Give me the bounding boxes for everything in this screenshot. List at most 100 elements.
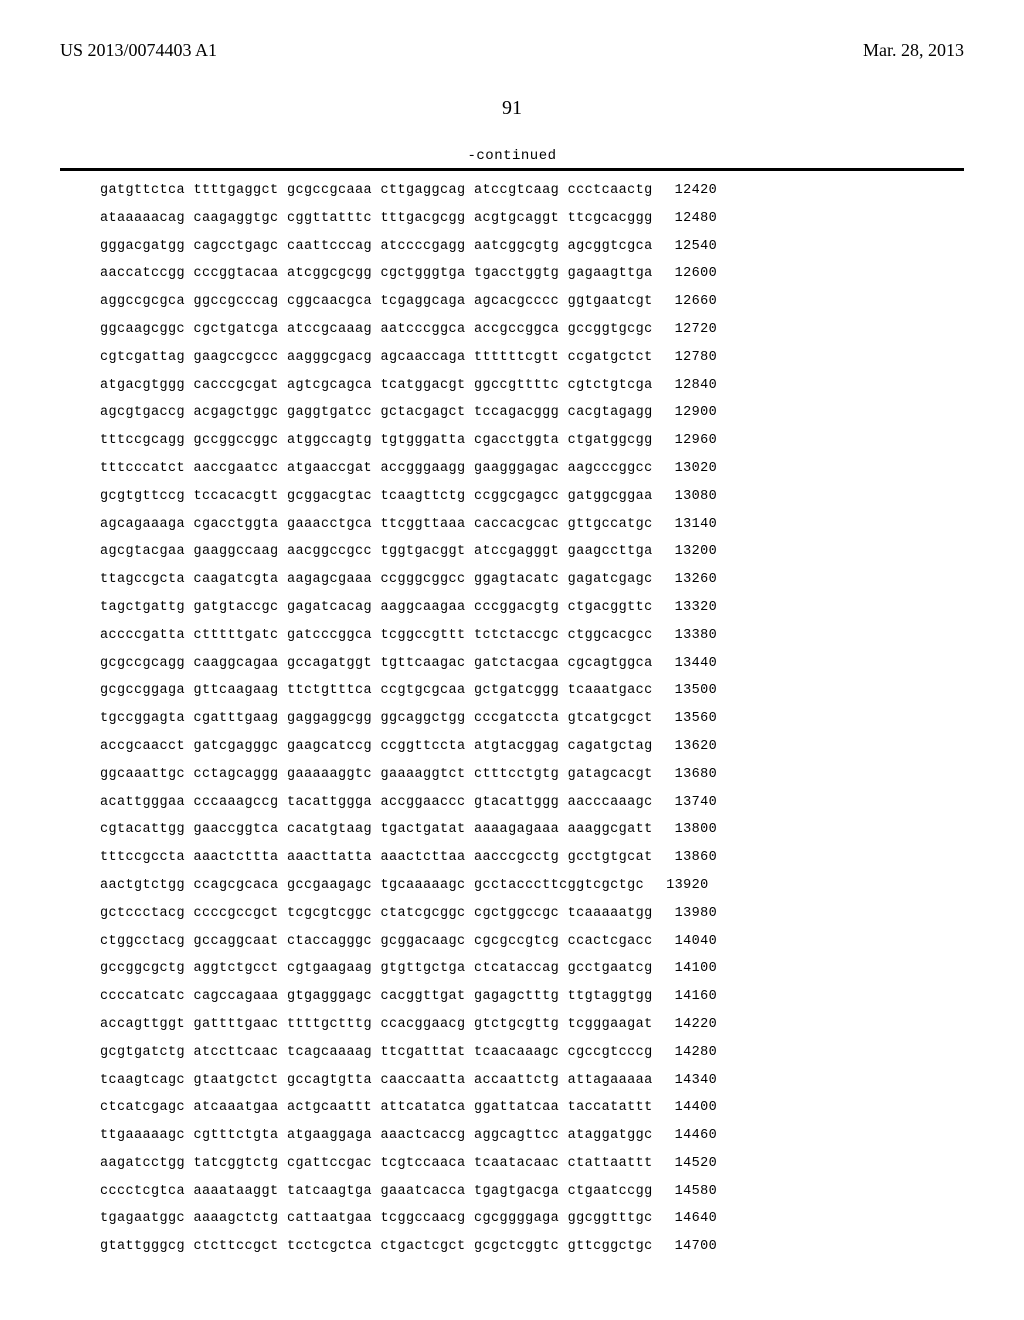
sequence-row: ttgaaaaagc cgtttctgta atgaaggaga aaactca… [100, 1122, 964, 1150]
sequence-row: atgacgtggg cacccgcgat agtcgcagca tcatgga… [100, 372, 964, 400]
sequence-text: ctcatcgagc atcaaatgaa actgcaattt attcata… [100, 1094, 653, 1122]
sequence-row: gcgtgatctg atccttcaac tcagcaaaag ttcgatt… [100, 1039, 964, 1067]
sequence-row: tgagaatggc aaaagctctg cattaatgaa tcggcca… [100, 1205, 964, 1233]
sequence-row: cgtcgattag gaagccgccc aagggcgacg agcaacc… [100, 344, 964, 372]
sequence-position: 12540 [675, 233, 718, 261]
sequence-listing: gatgttctca ttttgaggct gcgccgcaaa cttgagg… [100, 177, 964, 1261]
sequence-text: gccggcgctg aggtctgcct cgtgaagaag gtgttgc… [100, 955, 653, 983]
sequence-position: 13260 [675, 566, 718, 594]
sequence-row: ccccatcatc cagccagaaa gtgagggagc cacggtt… [100, 983, 964, 1011]
sequence-row: gggacgatgg cagcctgagc caattcccag atccccg… [100, 233, 964, 261]
sequence-text: ataaaaacag caagaggtgc cggttatttc tttgacg… [100, 205, 653, 233]
sequence-row: accgcaacct gatcgagggc gaagcatccg ccggttc… [100, 733, 964, 761]
sequence-text: tttccgccta aaactcttta aaacttatta aaactct… [100, 844, 653, 872]
sequence-text: aggccgcgca ggccgcccag cggcaacgca tcgaggc… [100, 288, 653, 316]
sequence-position: 13800 [675, 816, 718, 844]
sequence-position: 14340 [675, 1067, 718, 1095]
sequence-text: aagatcctgg tatcggtctg cgattccgac tcgtcca… [100, 1150, 653, 1178]
sequence-text: ggcaaattgc cctagcaggg gaaaaaggtc gaaaagg… [100, 761, 653, 789]
sequence-text: ttagccgcta caagatcgta aagagcgaaa ccgggcg… [100, 566, 653, 594]
sequence-text: ccccatcatc cagccagaaa gtgagggagc cacggtt… [100, 983, 653, 1011]
sequence-position: 14580 [675, 1178, 718, 1206]
sequence-position: 12660 [675, 288, 718, 316]
sequence-position: 14640 [675, 1205, 718, 1233]
sequence-text: ctggcctacg gccaggcaat ctaccagggc gcggaca… [100, 928, 653, 956]
publication-date: Mar. 28, 2013 [863, 40, 964, 61]
sequence-text: cgtcgattag gaagccgccc aagggcgacg agcaacc… [100, 344, 653, 372]
sequence-position: 14280 [675, 1039, 718, 1067]
sequence-row: aactgtctgg ccagcgcaca gccgaagagc tgcaaaa… [100, 872, 964, 900]
sequence-text: gcgccgcagg caaggcagaa gccagatggt tgttcaa… [100, 650, 653, 678]
sequence-row: tttccgccta aaactcttta aaacttatta aaactct… [100, 844, 964, 872]
sequence-text: gcgccggaga gttcaagaag ttctgtttca ccgtgcg… [100, 677, 653, 705]
sequence-text: accccgatta ctttttgatc gatcccggca tcggccg… [100, 622, 653, 650]
sequence-position: 14220 [675, 1011, 718, 1039]
sequence-position: 13320 [675, 594, 718, 622]
sequence-row: aagatcctgg tatcggtctg cgattccgac tcgtcca… [100, 1150, 964, 1178]
sequence-row: tttcccatct aaccgaatcc atgaaccgat accggga… [100, 455, 964, 483]
sequence-text: cgtacattgg gaaccggtca cacatgtaag tgactga… [100, 816, 653, 844]
sequence-row: acattgggaa cccaaagccg tacattggga accggaa… [100, 789, 964, 817]
sequence-row: ggcaagcggc cgctgatcga atccgcaaag aatcccg… [100, 316, 964, 344]
sequence-position: 14700 [675, 1233, 718, 1261]
sequence-position: 12840 [675, 372, 718, 400]
sequence-text: gcgtgatctg atccttcaac tcagcaaaag ttcgatt… [100, 1039, 653, 1067]
sequence-text: tgccggagta cgatttgaag gaggaggcgg ggcaggc… [100, 705, 653, 733]
sequence-position: 12900 [675, 399, 718, 427]
sequence-position: 12480 [675, 205, 718, 233]
sequence-text: gctccctacg ccccgccgct tcgcgtcggc ctatcgc… [100, 900, 653, 928]
sequence-row: cccctcgtca aaaataaggt tatcaagtga gaaatca… [100, 1178, 964, 1206]
sequence-row: ttagccgcta caagatcgta aagagcgaaa ccgggcg… [100, 566, 964, 594]
sequence-text: aactgtctgg ccagcgcaca gccgaagagc tgcaaaa… [100, 872, 644, 900]
sequence-text: tgagaatggc aaaagctctg cattaatgaa tcggcca… [100, 1205, 653, 1233]
sequence-row: gccggcgctg aggtctgcct cgtgaagaag gtgttgc… [100, 955, 964, 983]
sequence-text: atgacgtggg cacccgcgat agtcgcagca tcatgga… [100, 372, 653, 400]
sequence-position: 12600 [675, 260, 718, 288]
rule-thin [60, 170, 964, 171]
sequence-position: 13560 [675, 705, 718, 733]
sequence-row: gcgtgttccg tccacacgtt gcggacgtac tcaagtt… [100, 483, 964, 511]
sequence-text: gcgtgttccg tccacacgtt gcggacgtac tcaagtt… [100, 483, 653, 511]
sequence-text: tttccgcagg gccggccggc atggccagtg tgtggga… [100, 427, 653, 455]
sequence-row: tcaagtcagc gtaatgctct gccagtgtta caaccaa… [100, 1067, 964, 1095]
sequence-text: agcagaaaga cgacctggta gaaacctgca ttcggtt… [100, 511, 653, 539]
sequence-position: 14160 [675, 983, 718, 1011]
sequence-position: 13620 [675, 733, 718, 761]
sequence-position: 13680 [675, 761, 718, 789]
sequence-row: tagctgattg gatgtaccgc gagatcacag aaggcaa… [100, 594, 964, 622]
sequence-row: ggcaaattgc cctagcaggg gaaaaaggtc gaaaagg… [100, 761, 964, 789]
sequence-text: tcaagtcagc gtaatgctct gccagtgtta caaccaa… [100, 1067, 653, 1095]
sequence-position: 13200 [675, 538, 718, 566]
sequence-row: gctccctacg ccccgccgct tcgcgtcggc ctatcgc… [100, 900, 964, 928]
sequence-position: 13920 [666, 872, 709, 900]
sequence-row: aaccatccgg cccggtacaa atcggcgcgg cgctggg… [100, 260, 964, 288]
sequence-text: accagttggt gattttgaac ttttgctttg ccacgga… [100, 1011, 653, 1039]
sequence-position: 13440 [675, 650, 718, 678]
sequence-text: ggcaagcggc cgctgatcga atccgcaaag aatcccg… [100, 316, 653, 344]
sequence-row: agcgtacgaa gaaggccaag aacggccgcc tggtgac… [100, 538, 964, 566]
sequence-row: accagttggt gattttgaac ttttgctttg ccacgga… [100, 1011, 964, 1039]
sequence-text: gggacgatgg cagcctgagc caattcccag atccccg… [100, 233, 653, 261]
sequence-row: gcgccgcagg caaggcagaa gccagatggt tgttcaa… [100, 650, 964, 678]
sequence-text: ttgaaaaagc cgtttctgta atgaaggaga aaactca… [100, 1122, 653, 1150]
sequence-row: gtattgggcg ctcttccgct tcctcgctca ctgactc… [100, 1233, 964, 1261]
sequence-text: agcgtacgaa gaaggccaag aacggccgcc tggtgac… [100, 538, 653, 566]
sequence-row: agcagaaaga cgacctggta gaaacctgca ttcggtt… [100, 511, 964, 539]
sequence-row: ctcatcgagc atcaaatgaa actgcaattt attcata… [100, 1094, 964, 1122]
sequence-position: 13020 [675, 455, 718, 483]
page-number: 91 [0, 97, 1024, 120]
sequence-row: gcgccggaga gttcaagaag ttctgtttca ccgtgcg… [100, 677, 964, 705]
sequence-row: gatgttctca ttttgaggct gcgccgcaaa cttgagg… [100, 177, 964, 205]
sequence-position: 12420 [675, 177, 718, 205]
sequence-position: 14040 [675, 928, 718, 956]
sequence-position: 13080 [675, 483, 718, 511]
sequence-position: 13380 [675, 622, 718, 650]
sequence-row: ataaaaacag caagaggtgc cggttatttc tttgacg… [100, 205, 964, 233]
sequence-row: ctggcctacg gccaggcaat ctaccagggc gcggaca… [100, 928, 964, 956]
sequence-text: gtattgggcg ctcttccgct tcctcgctca ctgactc… [100, 1233, 653, 1261]
sequence-text: agcgtgaccg acgagctggc gaggtgatcc gctacga… [100, 399, 653, 427]
sequence-text: acattgggaa cccaaagccg tacattggga accggaa… [100, 789, 653, 817]
sequence-text: gatgttctca ttttgaggct gcgccgcaaa cttgagg… [100, 177, 653, 205]
sequence-row: tttccgcagg gccggccggc atggccagtg tgtggga… [100, 427, 964, 455]
sequence-text: tagctgattg gatgtaccgc gagatcacag aaggcaa… [100, 594, 653, 622]
